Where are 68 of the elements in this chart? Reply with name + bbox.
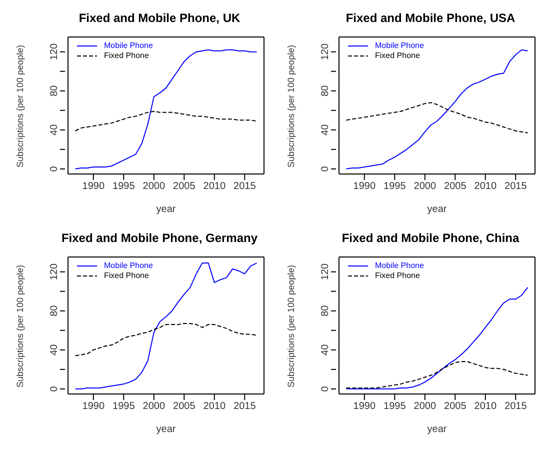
y-tick-label: 0 xyxy=(49,386,60,392)
x-axis-title: year xyxy=(427,424,448,435)
x-tick-label: 1990 xyxy=(82,401,105,412)
line-series xyxy=(346,49,528,170)
x-axis-title: year xyxy=(156,424,176,435)
line-series xyxy=(346,286,528,390)
x-tick-label: 2010 xyxy=(474,401,497,412)
y-axis-title: Subscriptions (per 100 people) xyxy=(15,264,26,388)
line-series xyxy=(346,361,528,388)
y-tick-label: 120 xyxy=(49,43,60,60)
legend-label: Fixed Phone xyxy=(375,51,420,61)
legend-label: Mobile Phone xyxy=(104,261,153,271)
legend-label: Fixed Phone xyxy=(375,271,420,281)
y-tick-label: 80 xyxy=(49,304,60,316)
line-series xyxy=(74,323,258,356)
y-tick-label: 120 xyxy=(320,263,331,280)
x-tick-label: 2005 xyxy=(173,401,196,412)
line-series xyxy=(74,262,258,390)
y-axis-title: Subscriptions (per 100 people) xyxy=(286,264,296,388)
x-tick-label: 2015 xyxy=(504,401,528,412)
y-tick-label: 120 xyxy=(49,263,60,280)
y-tick-label: 0 xyxy=(320,386,331,392)
line-series xyxy=(74,110,258,132)
x-tick-label: 2000 xyxy=(142,401,166,412)
y-tick-label: 40 xyxy=(49,344,60,356)
legend-label: Mobile Phone xyxy=(375,41,424,51)
legend-label: Fixed Phone xyxy=(104,51,149,61)
y-tick-label: 40 xyxy=(320,124,331,136)
x-tick-label: 2015 xyxy=(234,401,256,412)
x-tick-label: 2010 xyxy=(203,401,226,412)
chart-title: Fixed and Mobile Phone, UK xyxy=(78,10,242,27)
x-tick-label: 2015 xyxy=(504,181,528,192)
x-tick-label: 1990 xyxy=(353,401,376,412)
x-tick-label: 1990 xyxy=(82,181,105,192)
x-tick-label: 1995 xyxy=(112,401,136,412)
chart-title: Fixed and Mobile Phone, USA xyxy=(344,10,516,27)
y-tick-label: 80 xyxy=(320,304,331,316)
line-series xyxy=(74,49,258,170)
x-tick-label: 2005 xyxy=(173,181,196,192)
x-axis-title: year xyxy=(156,204,176,215)
x-tick-label: 2010 xyxy=(203,181,226,192)
x-tick-label: 2000 xyxy=(142,181,166,192)
y-tick-label: 0 xyxy=(320,166,331,172)
legend-label: Mobile Phone xyxy=(104,41,153,51)
y-tick-label: 0 xyxy=(49,166,60,172)
y-tick-label: 80 xyxy=(49,84,60,96)
x-tick-label: 1995 xyxy=(384,181,406,192)
legend-label: Fixed Phone xyxy=(104,271,149,281)
y-tick-label: 120 xyxy=(320,43,331,60)
x-tick-label: 1995 xyxy=(112,181,136,192)
x-tick-label: 1995 xyxy=(384,401,406,412)
x-tick-label: 2015 xyxy=(234,181,256,192)
y-axis-title: Subscriptions (per 100 people) xyxy=(15,44,26,168)
chart-title: Fixed and Mobile Phone, Germany xyxy=(60,230,259,247)
line-series xyxy=(346,102,528,134)
x-axis-title: year xyxy=(427,204,448,215)
x-tick-label: 2005 xyxy=(444,401,467,412)
x-tick-label: 2000 xyxy=(414,401,436,412)
x-tick-label: 2005 xyxy=(444,181,467,192)
x-tick-label: 2000 xyxy=(414,181,436,192)
y-tick-label: 40 xyxy=(320,344,331,356)
legend-label: Mobile Phone xyxy=(375,261,424,271)
x-tick-label: 2010 xyxy=(474,181,497,192)
x-tick-label: 1990 xyxy=(353,181,376,192)
y-tick-label: 80 xyxy=(320,84,331,96)
y-axis-title: Subscriptions (per 100 people) xyxy=(286,44,296,168)
chart-title: Fixed and Mobile Phone, China xyxy=(340,230,520,247)
y-tick-label: 40 xyxy=(49,124,60,136)
